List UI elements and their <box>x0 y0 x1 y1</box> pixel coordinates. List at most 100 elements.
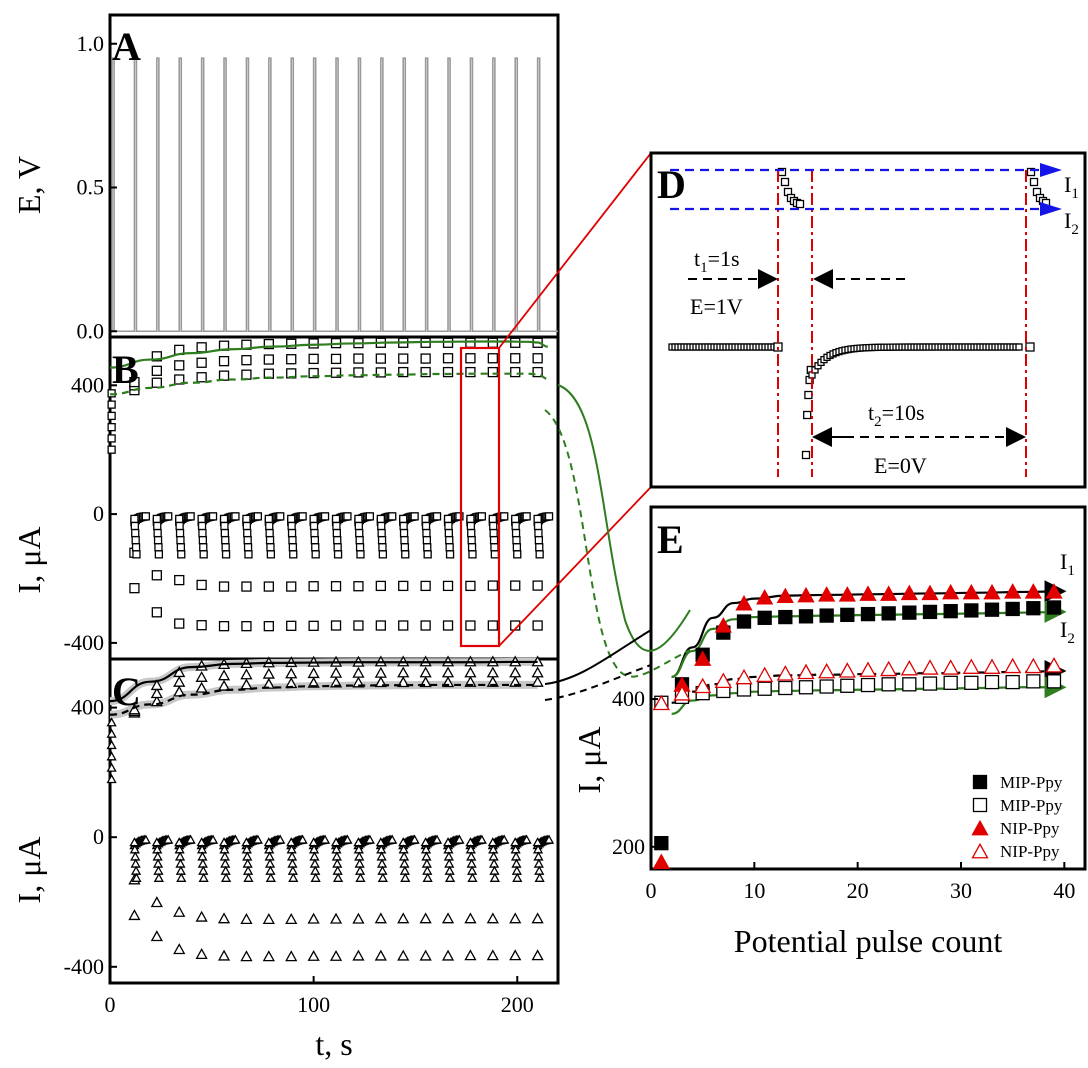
panel-e-x-label: 0 <box>646 878 657 903</box>
panel-c-point <box>397 666 410 678</box>
panel-b-point <box>218 621 230 632</box>
panel-c-point <box>195 948 208 959</box>
panel-b: -400 0 400 B I, μA <box>11 335 560 661</box>
panel-e-point <box>1045 583 1063 599</box>
panel-c-point <box>531 675 544 687</box>
panel-c-point <box>397 912 410 924</box>
panel-e-point <box>840 678 855 693</box>
panel-b-decay-point <box>512 543 522 552</box>
panel-c-point <box>374 912 387 924</box>
panel-b-decay-point <box>466 521 475 531</box>
panel-e-point <box>714 672 732 689</box>
panel-b-decay-point <box>266 550 276 559</box>
panel-e-point <box>797 586 815 603</box>
panel-c-decay-point <box>399 858 410 868</box>
panel-c-decay-point <box>422 865 433 875</box>
panel-e-point <box>881 677 896 692</box>
panel-b-point <box>196 372 207 383</box>
panel-b-decay-point <box>544 512 554 521</box>
panel-b-decay-point <box>176 536 185 545</box>
panel-b-point <box>151 377 162 388</box>
panel-b-decay-point <box>333 536 342 545</box>
panel-e-point <box>1004 583 1022 599</box>
panel-a-y-title: E, V <box>11 156 47 214</box>
panel-b-decay-point <box>410 512 419 521</box>
panel-b-decay-point <box>432 512 442 521</box>
panel-b-decay-point <box>377 536 387 545</box>
panel-c-decay-point <box>153 865 164 875</box>
panel-b-point <box>353 620 364 631</box>
panel-c-point <box>262 667 275 679</box>
panel-e-point <box>838 662 856 678</box>
panel-c-point <box>464 666 477 678</box>
panel-c-decay-point <box>444 872 456 882</box>
panel-b-decay-point <box>221 550 231 559</box>
panel-c-decay-point <box>332 872 344 882</box>
panel-e-point <box>943 675 958 690</box>
panel-e-point <box>694 677 712 694</box>
panel-c-point <box>486 912 499 924</box>
panel-b-decay-point <box>264 514 273 524</box>
panel-e-point <box>778 680 793 696</box>
panel-b-decay-point <box>399 521 408 531</box>
panel-b-decay-point <box>445 543 454 552</box>
panel-c-decay-point <box>355 872 366 882</box>
panel-b-decay-point <box>298 512 307 521</box>
panel-b-point <box>286 354 297 365</box>
panel-a-y-label: 0.5 <box>77 175 105 200</box>
panel-c-point <box>531 666 544 678</box>
panel-e-point <box>922 676 938 691</box>
connector-b-solid <box>557 384 691 652</box>
panel-c-point <box>217 912 231 924</box>
panel-c-point <box>240 913 253 924</box>
panel-c-decay-point <box>175 858 186 868</box>
panel-b-decay-point <box>197 521 207 531</box>
panel-c-decay-point <box>309 858 320 868</box>
panel-b-decay-point <box>445 536 454 545</box>
panel-d-marks <box>668 167 1051 460</box>
e-i1-label: I1 <box>1060 549 1075 579</box>
panel-b-point <box>196 579 207 591</box>
panel-b-y-label: 0 <box>93 501 104 526</box>
panel-b-decay-point <box>377 521 386 531</box>
panel-b-decay-point <box>175 521 184 531</box>
panel-c-point <box>486 949 499 961</box>
panel-c-point <box>285 913 298 924</box>
panel-b-decay-point <box>208 512 218 521</box>
panel-c-point <box>195 670 208 682</box>
panel-b-point <box>465 366 476 378</box>
panel-e-point <box>654 835 669 851</box>
panel-c-letter: C <box>112 669 141 714</box>
panel-b-point <box>151 365 162 376</box>
panel-e-point <box>1024 583 1042 599</box>
legend-label: NIP-Ppy <box>1000 842 1060 861</box>
panel-c-point <box>106 728 117 738</box>
panel-a-y-label: 1.0 <box>77 31 105 56</box>
panel-b-point <box>442 353 454 364</box>
panel-b-decay-point <box>399 514 408 524</box>
panel-b-point <box>487 337 498 348</box>
panel-e-point <box>860 677 876 693</box>
d-i2-label: I2 <box>1064 208 1079 238</box>
panel-c-point <box>240 678 253 690</box>
panel-b-point <box>263 338 274 350</box>
panel-b-decay-point <box>421 514 430 524</box>
panel-c-y-label: 0 <box>93 824 104 849</box>
panel-b-decay-point <box>422 536 432 545</box>
panel-c-decay-point <box>309 851 320 861</box>
panel-b-decay-point <box>535 543 544 552</box>
panel-c-point <box>307 667 320 679</box>
fit-connectors <box>544 384 691 701</box>
panel-b-decay-point <box>253 512 262 521</box>
panel-c-decay-point <box>488 858 500 868</box>
panel-b-decay-point <box>220 528 230 538</box>
panel-c-point <box>329 666 343 678</box>
panel-b-point <box>308 581 319 592</box>
panel-b-decay-point <box>354 514 363 524</box>
panel-c-decay-point <box>443 851 454 861</box>
panel-e-point <box>900 659 918 676</box>
panel-e-point <box>736 682 752 697</box>
panel-b-decay-point <box>421 521 431 531</box>
panel-b-point <box>442 580 454 592</box>
panel-b-point <box>107 400 116 409</box>
